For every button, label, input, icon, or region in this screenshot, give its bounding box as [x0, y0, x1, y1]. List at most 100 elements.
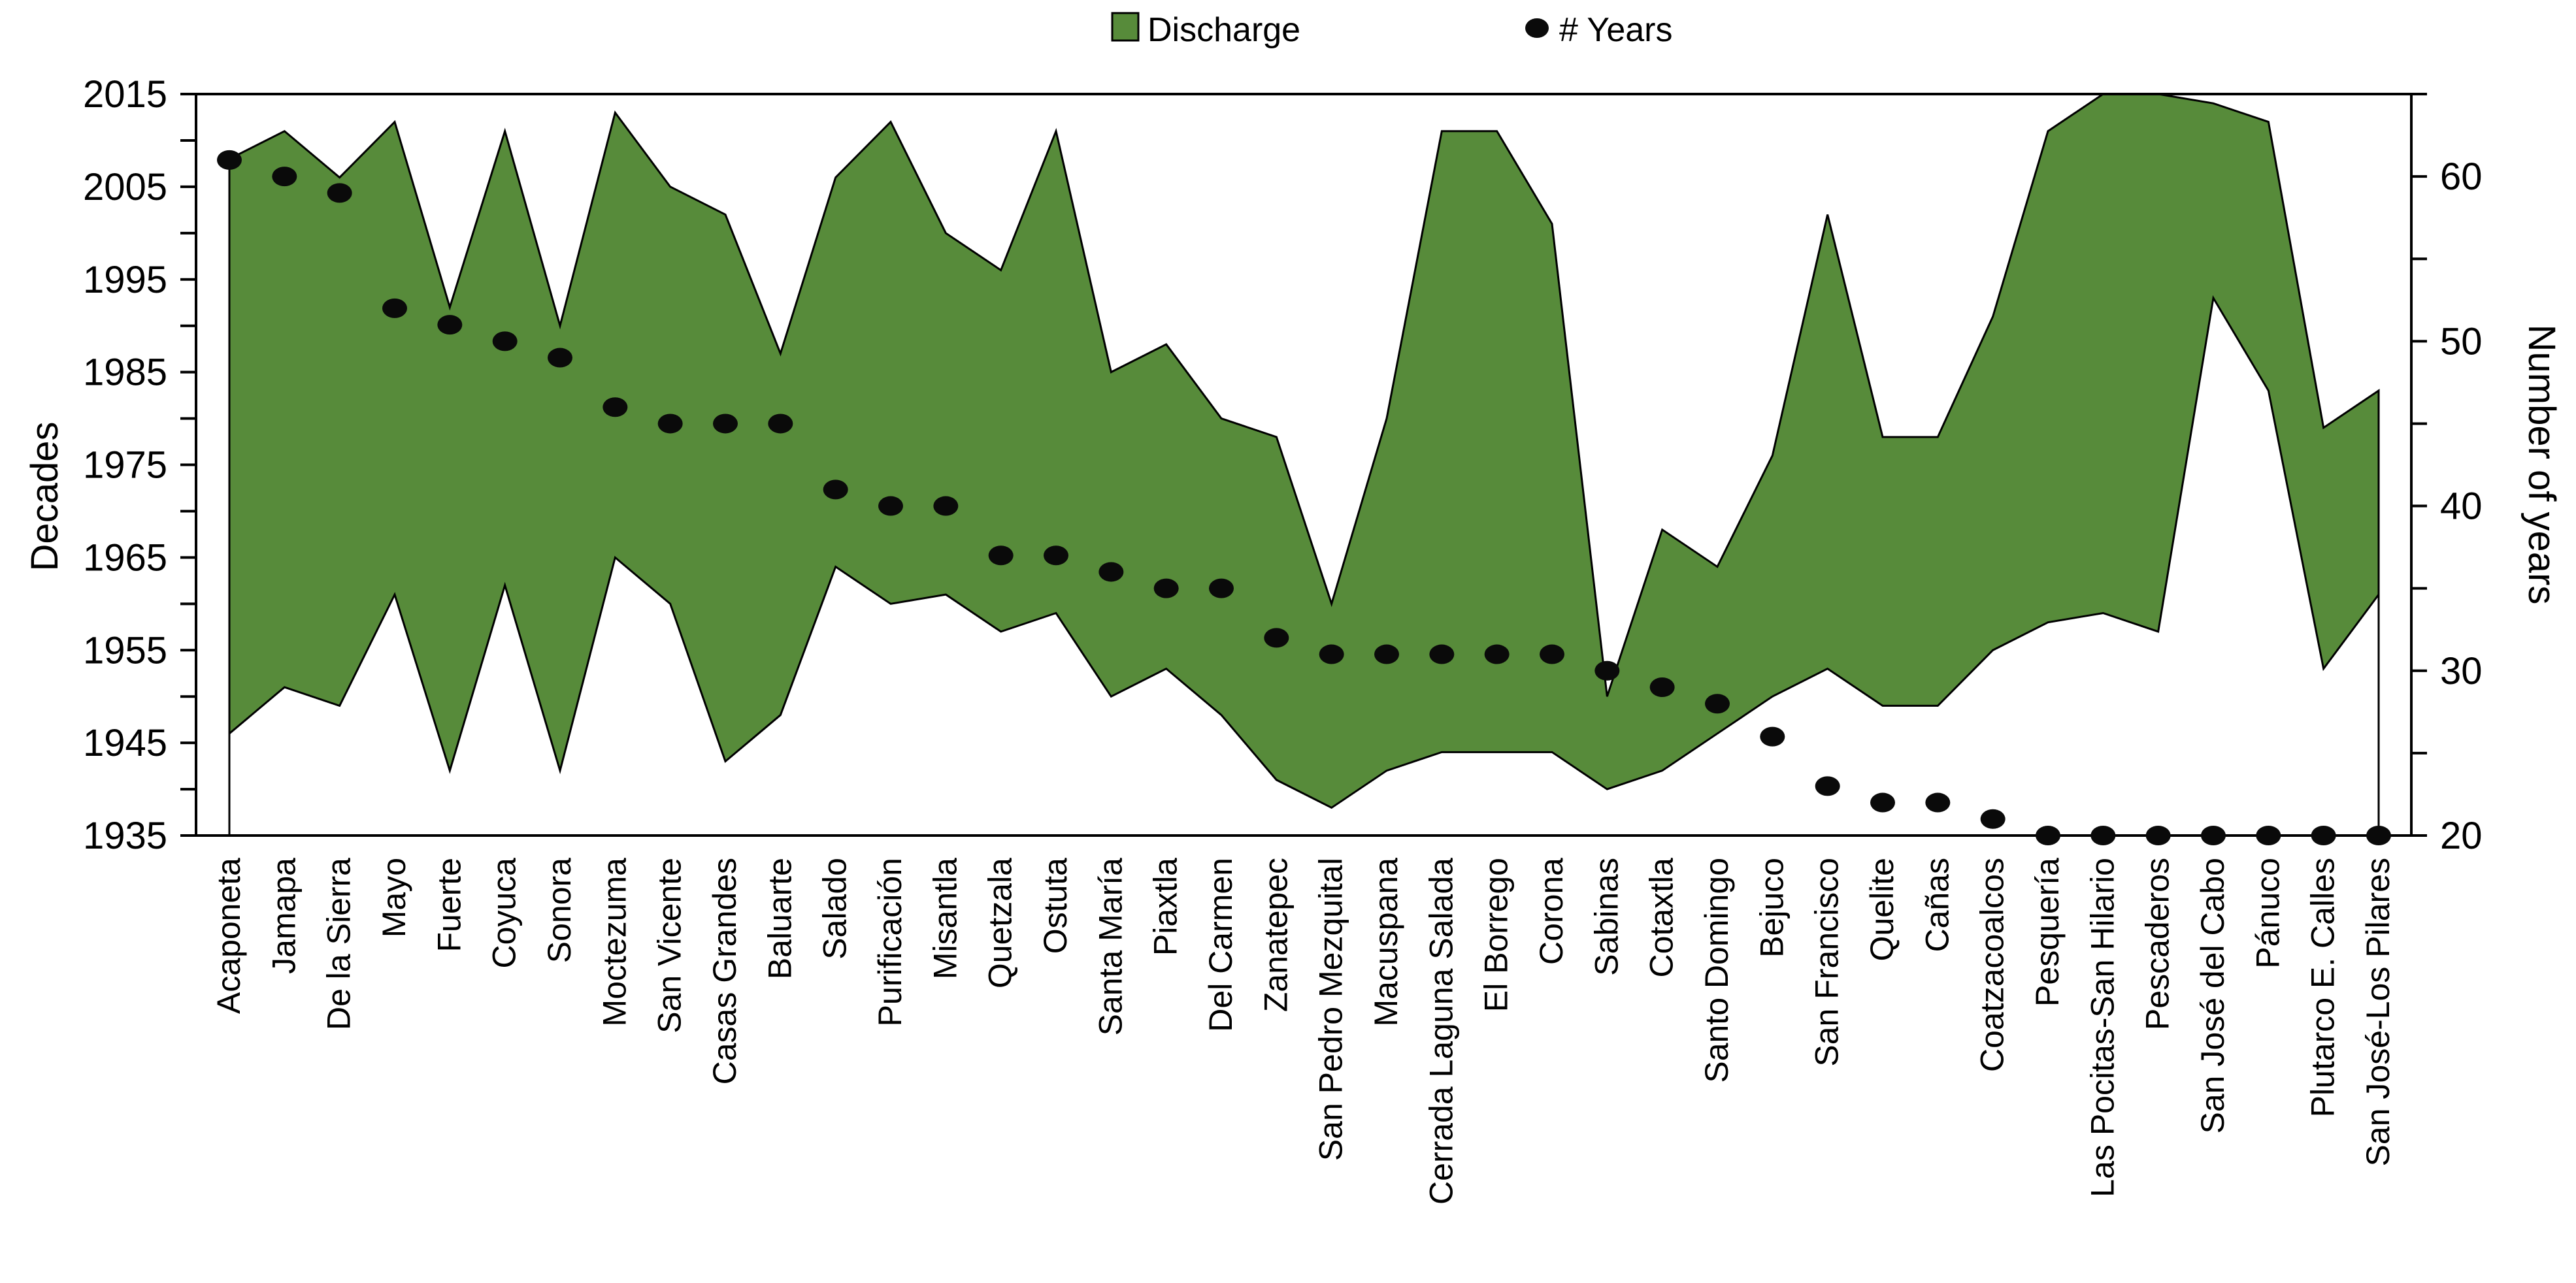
category-label-Cerrada Laguna Salada: Cerrada Laguna Salada	[1423, 858, 1459, 1205]
category-label-Santo Domingo: Santo Domingo	[1698, 858, 1735, 1083]
category-label-Moctezuma: Moctezuma	[596, 858, 633, 1027]
category-labels-layer: Acaponeta Jamapa De la Sierra Mayo Fuerte Coy…	[210, 858, 2396, 1205]
years-dot-Misantla	[933, 496, 959, 516]
category-label-Misantla: Misantla	[927, 858, 963, 979]
category-label-Cañas: Cañas	[1919, 858, 1955, 952]
category-label-Ostuta: Ostuta	[1037, 858, 1074, 954]
left-axis-tick-label: 1975	[83, 444, 167, 487]
axes-layer: 1935 1945 1955 1965 1975 1985 1995 2005 2015 20 30…	[83, 73, 2483, 857]
years-dot-San José-Los Pilares	[2366, 826, 2391, 845]
years-dot-Fuerte	[437, 315, 463, 335]
years-dot-Pesquería	[2036, 826, 2060, 845]
category-label-Pánuco: Pánuco	[2249, 858, 2286, 969]
years-dot-Casas Grandes	[713, 414, 738, 434]
left-axis-tick-label: 1935	[83, 815, 167, 857]
category-label-Bejuco: Bejuco	[1753, 858, 1790, 958]
category-label-Del Carmen: Del Carmen	[1202, 858, 1239, 1032]
years-dot-Quelite	[1870, 792, 1895, 813]
left-axis-title: Decades	[24, 422, 66, 572]
category-label-Salado: Salado	[817, 858, 853, 960]
years-dot-Santa María	[1098, 562, 1124, 582]
years-dot-Macuspana	[1374, 644, 1399, 664]
category-label-Cotaxtla: Cotaxtla	[1643, 858, 1680, 978]
category-label-Macuspana: Macuspana	[1368, 858, 1404, 1027]
left-axis-tick-label: 1965	[83, 536, 167, 579]
years-dot-Baluarte	[768, 414, 793, 434]
years-dot-Sonora	[548, 348, 572, 368]
category-label-Acaponeta: Acaponeta	[210, 858, 247, 1014]
category-label-Baluarte: Baluarte	[761, 858, 798, 979]
years-dot-Acaponeta	[217, 150, 242, 170]
years-dot-Piaxtla	[1153, 578, 1179, 598]
years-dot-Quetzala	[988, 545, 1014, 566]
right-axis-tick-label: 30	[2440, 650, 2483, 692]
left-axis-tick-label: 2005	[83, 166, 167, 208]
years-dots-layer	[217, 150, 2391, 845]
legend-years-label: # Years	[1559, 11, 1673, 49]
years-dot-Cerrada Laguna Salada	[1429, 644, 1455, 664]
legend: Discharge # Years	[1111, 11, 1673, 49]
category-label-De la Sierra: De la Sierra	[321, 858, 357, 1030]
years-dot-Pescaderos	[2145, 826, 2171, 845]
years-dot-Salado	[823, 479, 848, 500]
category-label-Sonora: Sonora	[541, 858, 578, 963]
left-axis-tick-label: 1995	[83, 259, 167, 301]
discharge-band-polygon	[228, 93, 2380, 809]
category-label-Purificación: Purificación	[872, 858, 908, 1026]
category-label-Mayo: Mayo	[376, 858, 412, 937]
legend-years-dot	[1525, 18, 1549, 38]
category-label-San Vicente: San Vicente	[652, 858, 688, 1033]
category-label-Jamapa: Jamapa	[265, 858, 302, 974]
left-axis-tick-label: 1945	[83, 722, 167, 764]
right-axis-tick-label: 40	[2440, 485, 2483, 528]
years-dot-Cañas	[1925, 792, 1951, 813]
years-dot-Mayo	[382, 298, 407, 318]
category-label-Quelite: Quelite	[1864, 858, 1900, 961]
years-dot-Pánuco	[2256, 826, 2281, 845]
years-dot-Santo Domingo	[1705, 694, 1730, 714]
years-dot-San José del Cabo	[2201, 826, 2226, 845]
years-dot-Las Pocitas-San Hilario	[2090, 826, 2116, 845]
category-label-Casas Grandes: Casas Grandes	[706, 858, 743, 1084]
years-dot-Sabinas	[1594, 660, 1620, 681]
category-label-El Borrego: El Borrego	[1478, 858, 1515, 1012]
right-axis-tick-label: 50	[2440, 320, 2483, 363]
years-dot-De la Sierra	[327, 183, 352, 203]
category-label-Plutarco E. Calles: Plutarco E. Calles	[2305, 858, 2341, 1117]
years-dot-Zanatepec	[1264, 628, 1289, 648]
years-dot-Cotaxtla	[1649, 677, 1675, 697]
years-dot-Corona	[1540, 644, 1564, 664]
years-dot-Coyuca	[492, 331, 518, 351]
legend-discharge-label: Discharge	[1148, 11, 1300, 49]
category-label-Fuerte: Fuerte	[431, 858, 467, 952]
category-label-Pescaderos: Pescaderos	[2139, 858, 2176, 1030]
right-axis-tick-label: 20	[2440, 815, 2483, 857]
right-axis-tick-label: 60	[2440, 155, 2483, 198]
years-dot-El Borrego	[1484, 644, 1510, 664]
years-dot-Coatzacoalcos	[1980, 809, 2006, 829]
category-label-San José-Los Pilares: San José-Los Pilares	[2360, 858, 2396, 1166]
category-label-Piaxtla: Piaxtla	[1148, 858, 1184, 956]
years-dot-San Francisco	[1815, 776, 1840, 796]
years-dot-San Vicente	[657, 414, 683, 434]
years-dot-Ostuta	[1044, 545, 1068, 566]
category-label-San Pedro Mezquital: San Pedro Mezquital	[1313, 858, 1349, 1161]
discharge-area-layer	[228, 93, 2380, 836]
category-label-San Francisco: San Francisco	[1809, 858, 1845, 1067]
category-label-Quetzala: Quetzala	[982, 858, 1019, 988]
years-dot-Plutarco E. Calles	[2311, 826, 2336, 845]
years-dot-Purificación	[878, 496, 903, 516]
category-label-Pesquería: Pesquería	[2029, 858, 2066, 1007]
category-label-Santa María: Santa María	[1092, 858, 1129, 1036]
category-label-Las Pocitas-San Hilario: Las Pocitas-San Hilario	[2084, 858, 2121, 1197]
category-label-Coyuca: Coyuca	[486, 858, 523, 969]
years-dot-Del Carmen	[1209, 578, 1234, 598]
category-label-Zanatepec: Zanatepec	[1257, 858, 1294, 1012]
left-axis-tick-label: 1955	[83, 629, 167, 672]
years-dot-Moctezuma	[603, 397, 628, 417]
right-axis-title: Number of years	[2520, 325, 2563, 605]
legend-discharge-swatch	[1111, 12, 1140, 42]
category-label-Coatzacoalcos: Coatzacoalcos	[1974, 858, 2011, 1072]
